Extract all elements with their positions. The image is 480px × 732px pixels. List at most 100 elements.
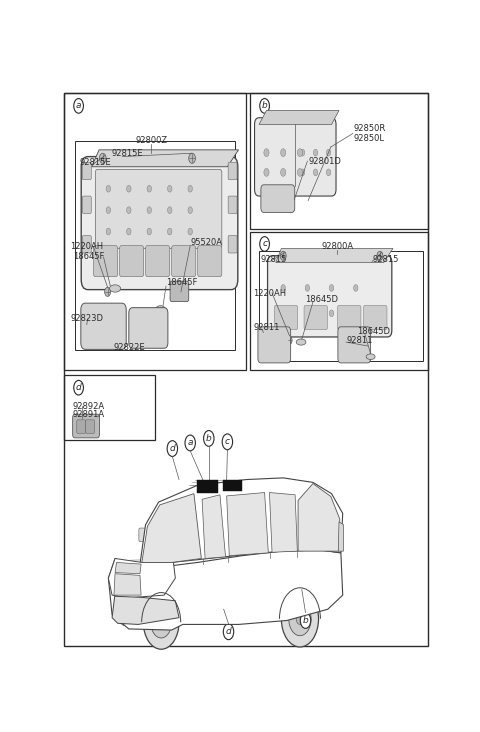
Ellipse shape: [156, 306, 165, 312]
Circle shape: [297, 149, 302, 157]
Circle shape: [281, 149, 286, 157]
Circle shape: [280, 251, 286, 261]
Polygon shape: [108, 550, 343, 630]
Text: c: c: [225, 437, 230, 447]
FancyBboxPatch shape: [267, 255, 392, 337]
Circle shape: [313, 169, 318, 176]
Circle shape: [264, 168, 269, 176]
Circle shape: [188, 228, 192, 235]
Circle shape: [300, 149, 305, 156]
Text: 92891A: 92891A: [72, 410, 105, 419]
FancyBboxPatch shape: [274, 305, 298, 329]
Circle shape: [188, 206, 192, 214]
FancyBboxPatch shape: [198, 246, 222, 277]
Circle shape: [74, 381, 84, 395]
Circle shape: [168, 206, 172, 214]
Text: a: a: [188, 438, 193, 447]
FancyBboxPatch shape: [172, 246, 196, 277]
Bar: [64, 94, 246, 370]
Text: 92815: 92815: [260, 255, 287, 264]
Text: 92822E: 92822E: [113, 343, 144, 351]
Circle shape: [281, 310, 286, 317]
Text: b: b: [262, 101, 267, 111]
Polygon shape: [227, 493, 268, 556]
Circle shape: [313, 149, 318, 156]
FancyBboxPatch shape: [145, 246, 170, 277]
Text: d: d: [76, 383, 82, 392]
Circle shape: [144, 595, 179, 649]
Circle shape: [127, 206, 131, 214]
Circle shape: [329, 285, 334, 291]
FancyBboxPatch shape: [228, 163, 237, 180]
Text: 18645D: 18645D: [357, 327, 390, 337]
Circle shape: [204, 430, 214, 447]
Text: 92850L: 92850L: [354, 133, 385, 143]
Circle shape: [260, 236, 269, 251]
FancyBboxPatch shape: [258, 326, 290, 363]
Circle shape: [147, 206, 152, 214]
Text: b: b: [206, 434, 212, 443]
Circle shape: [296, 613, 304, 624]
FancyBboxPatch shape: [304, 305, 327, 329]
Circle shape: [377, 251, 383, 261]
Circle shape: [120, 612, 129, 626]
Text: 92811: 92811: [253, 323, 279, 332]
FancyBboxPatch shape: [196, 479, 218, 493]
Text: 1220AH: 1220AH: [70, 242, 103, 251]
Text: 92815E: 92815E: [111, 149, 143, 158]
FancyBboxPatch shape: [81, 157, 238, 290]
Circle shape: [353, 310, 358, 317]
FancyBboxPatch shape: [83, 163, 91, 180]
Circle shape: [305, 310, 310, 317]
FancyBboxPatch shape: [77, 420, 85, 433]
Text: 92850R: 92850R: [354, 124, 386, 133]
Polygon shape: [115, 562, 141, 574]
Polygon shape: [269, 493, 297, 552]
Circle shape: [281, 168, 286, 176]
Polygon shape: [259, 111, 339, 124]
Circle shape: [264, 149, 269, 157]
FancyBboxPatch shape: [337, 305, 361, 329]
FancyBboxPatch shape: [81, 303, 126, 349]
FancyBboxPatch shape: [170, 281, 189, 302]
Circle shape: [287, 337, 292, 344]
FancyBboxPatch shape: [249, 536, 261, 545]
FancyBboxPatch shape: [261, 184, 295, 212]
Bar: [250, 231, 428, 370]
Text: 18645F: 18645F: [73, 253, 105, 261]
Circle shape: [300, 169, 305, 176]
Circle shape: [147, 228, 152, 235]
Circle shape: [167, 441, 178, 457]
Circle shape: [260, 99, 269, 113]
Circle shape: [189, 153, 195, 163]
Circle shape: [106, 185, 110, 192]
Polygon shape: [108, 559, 175, 598]
FancyBboxPatch shape: [83, 196, 91, 214]
Text: 1220AH: 1220AH: [253, 288, 286, 297]
Bar: [259, 251, 423, 361]
Polygon shape: [338, 522, 344, 551]
Ellipse shape: [109, 285, 120, 292]
FancyBboxPatch shape: [223, 479, 242, 491]
Text: 92823D: 92823D: [70, 315, 103, 324]
Polygon shape: [92, 150, 239, 167]
Bar: [64, 376, 155, 440]
FancyBboxPatch shape: [85, 420, 95, 433]
FancyBboxPatch shape: [254, 118, 336, 196]
Circle shape: [188, 185, 192, 192]
Polygon shape: [298, 484, 340, 551]
Text: a: a: [76, 101, 81, 111]
FancyBboxPatch shape: [72, 414, 99, 438]
Text: 92800A: 92800A: [321, 242, 353, 251]
Circle shape: [106, 206, 110, 214]
Circle shape: [326, 169, 331, 176]
FancyBboxPatch shape: [338, 326, 371, 363]
Text: 92815E: 92815E: [79, 157, 111, 167]
Circle shape: [106, 228, 110, 235]
Circle shape: [300, 613, 311, 628]
Text: 92815: 92815: [372, 255, 399, 264]
Circle shape: [168, 228, 172, 235]
Circle shape: [305, 285, 310, 291]
Circle shape: [185, 435, 195, 451]
Circle shape: [127, 185, 131, 192]
